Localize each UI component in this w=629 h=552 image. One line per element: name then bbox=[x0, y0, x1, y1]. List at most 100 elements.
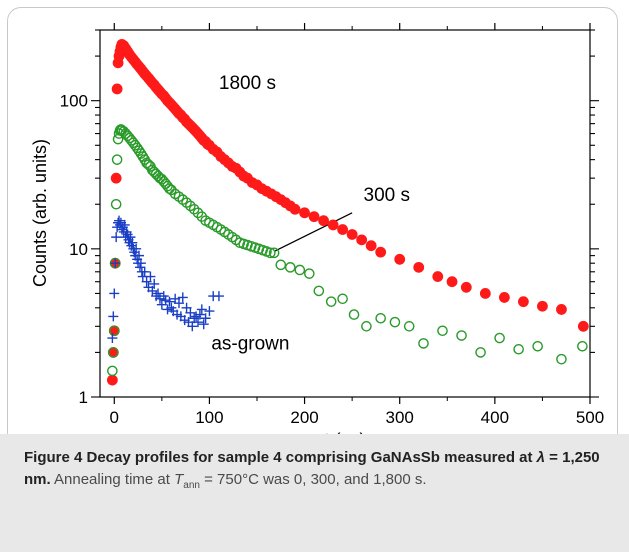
plot-area bbox=[99, 29, 591, 398]
data-point-1800s bbox=[479, 288, 491, 299]
data-point-asgrown bbox=[177, 292, 188, 303]
annotations: 1800 s 300 s as-grown bbox=[211, 73, 410, 354]
data-point-300s bbox=[513, 343, 524, 355]
data-point-300s bbox=[313, 285, 325, 297]
data-point-1800s bbox=[432, 271, 444, 282]
pointer-line bbox=[273, 212, 353, 253]
data-point-300s bbox=[188, 203, 200, 215]
data-point-asgrown bbox=[131, 243, 142, 254]
data-point-300s bbox=[192, 207, 204, 219]
data-point-300s bbox=[164, 183, 175, 194]
annotation-label: 1800 s bbox=[219, 73, 276, 94]
data-point-asgrown bbox=[134, 250, 145, 261]
data-point-1800s bbox=[337, 224, 349, 235]
data-point-asgrown bbox=[111, 232, 122, 243]
data-point-asgrown bbox=[196, 304, 207, 315]
caption-text-2: = 750°C was 0, 300, and 1,800 s. bbox=[199, 471, 427, 488]
data-point-asgrown bbox=[119, 219, 130, 230]
data-point-300s bbox=[129, 139, 141, 151]
data-point-300s bbox=[456, 330, 467, 341]
y-tick-label: 1 bbox=[79, 388, 88, 407]
data-point-300s bbox=[494, 332, 505, 344]
data-point-asgrown bbox=[108, 311, 119, 322]
data-point-300s bbox=[131, 142, 143, 154]
data-point-1800s bbox=[537, 300, 548, 312]
data-point-1800s bbox=[106, 374, 118, 386]
data-point-300s bbox=[268, 247, 280, 259]
data-point-asgrown bbox=[125, 232, 136, 243]
data-point-300s bbox=[348, 309, 360, 320]
data-point-1800s bbox=[289, 203, 301, 215]
caption-text-1: Annealing time at bbox=[50, 471, 175, 488]
data-point-asgrown bbox=[164, 296, 175, 307]
data-point-1800s bbox=[517, 296, 529, 308]
data-point-asgrown bbox=[213, 291, 224, 302]
data-point-300s bbox=[162, 180, 173, 192]
data-point-1800s bbox=[327, 219, 339, 231]
data-point-300s bbox=[403, 321, 415, 332]
data-point-300s bbox=[361, 321, 372, 332]
data-point-asgrown bbox=[141, 276, 152, 287]
y-axis-label: Counts (arb. units) bbox=[30, 139, 50, 287]
data-point-1800s bbox=[498, 292, 510, 303]
series-1800s bbox=[106, 38, 589, 386]
data-point-300s bbox=[532, 340, 543, 352]
data-point-300s bbox=[375, 312, 386, 324]
data-point-asgrown bbox=[187, 321, 198, 332]
data-point-300s bbox=[110, 198, 122, 210]
data-point-asgrown bbox=[134, 262, 145, 273]
data-point-1800s bbox=[308, 211, 320, 223]
data-point-asgrown bbox=[181, 302, 192, 313]
series-300s bbox=[107, 124, 588, 377]
data-point-asgrown bbox=[185, 307, 196, 318]
data-point-300s bbox=[284, 262, 296, 273]
y-axis: 1 10 100 bbox=[60, 29, 599, 407]
data-point-300s bbox=[337, 293, 348, 305]
caption-band bbox=[0, 434, 629, 552]
x-axis: 0 100 200 300 400 500 bbox=[110, 23, 604, 427]
caption-t-subscript: ann bbox=[183, 480, 200, 491]
data-point-asgrown bbox=[158, 291, 169, 302]
data-point-asgrown bbox=[107, 333, 118, 344]
data-point-asgrown bbox=[145, 271, 156, 282]
x-tick-label: 500 bbox=[576, 408, 604, 427]
data-point-1800s bbox=[446, 276, 458, 288]
data-point-asgrown bbox=[198, 319, 209, 330]
x-tick-label: 200 bbox=[290, 408, 318, 427]
x-tick-label: 300 bbox=[386, 408, 414, 427]
data-point-asgrown bbox=[135, 258, 146, 269]
data-point-1800s bbox=[460, 281, 472, 293]
data-point-300s bbox=[111, 154, 123, 165]
x-tick-label: 0 bbox=[110, 408, 119, 427]
data-point-300s bbox=[108, 347, 119, 358]
data-point-asgrown bbox=[149, 278, 160, 289]
data-point-300s bbox=[577, 340, 588, 352]
data-point-1800s bbox=[394, 253, 406, 265]
data-point-1800s bbox=[111, 83, 123, 95]
x-tick-label: 100 bbox=[195, 408, 223, 427]
data-point-300s bbox=[418, 338, 429, 349]
series-asgrown bbox=[107, 215, 224, 344]
y-tick-label: 10 bbox=[69, 240, 88, 259]
caption-bold-prefix: Figure 4 Decay profiles for sample 4 com… bbox=[24, 449, 537, 466]
pointer-line-300s bbox=[273, 212, 353, 253]
data-point-1800s bbox=[413, 261, 425, 273]
data-point-300s bbox=[325, 296, 337, 307]
caption-bold-suffix: = 1,250 nm. bbox=[24, 449, 600, 488]
data-point-300s bbox=[389, 316, 401, 328]
data-point-1800s bbox=[356, 234, 368, 246]
caption-t-symbol: T bbox=[174, 471, 184, 488]
data-point-asgrown bbox=[204, 306, 215, 317]
data-point-asgrown bbox=[200, 313, 211, 324]
data-point-asgrown bbox=[193, 317, 203, 328]
data-point-asgrown bbox=[173, 298, 184, 309]
data-point-300s bbox=[265, 247, 276, 259]
data-point-1800s bbox=[577, 320, 589, 332]
annotation-label: 300 s bbox=[364, 185, 410, 206]
data-point-asgrown bbox=[153, 288, 164, 299]
data-point-1800s bbox=[110, 172, 122, 184]
data-point-300s bbox=[304, 268, 315, 279]
figure-caption: Figure 4 Decay profiles for sample 4 com… bbox=[24, 447, 604, 497]
data-point-asgrown bbox=[114, 215, 125, 226]
